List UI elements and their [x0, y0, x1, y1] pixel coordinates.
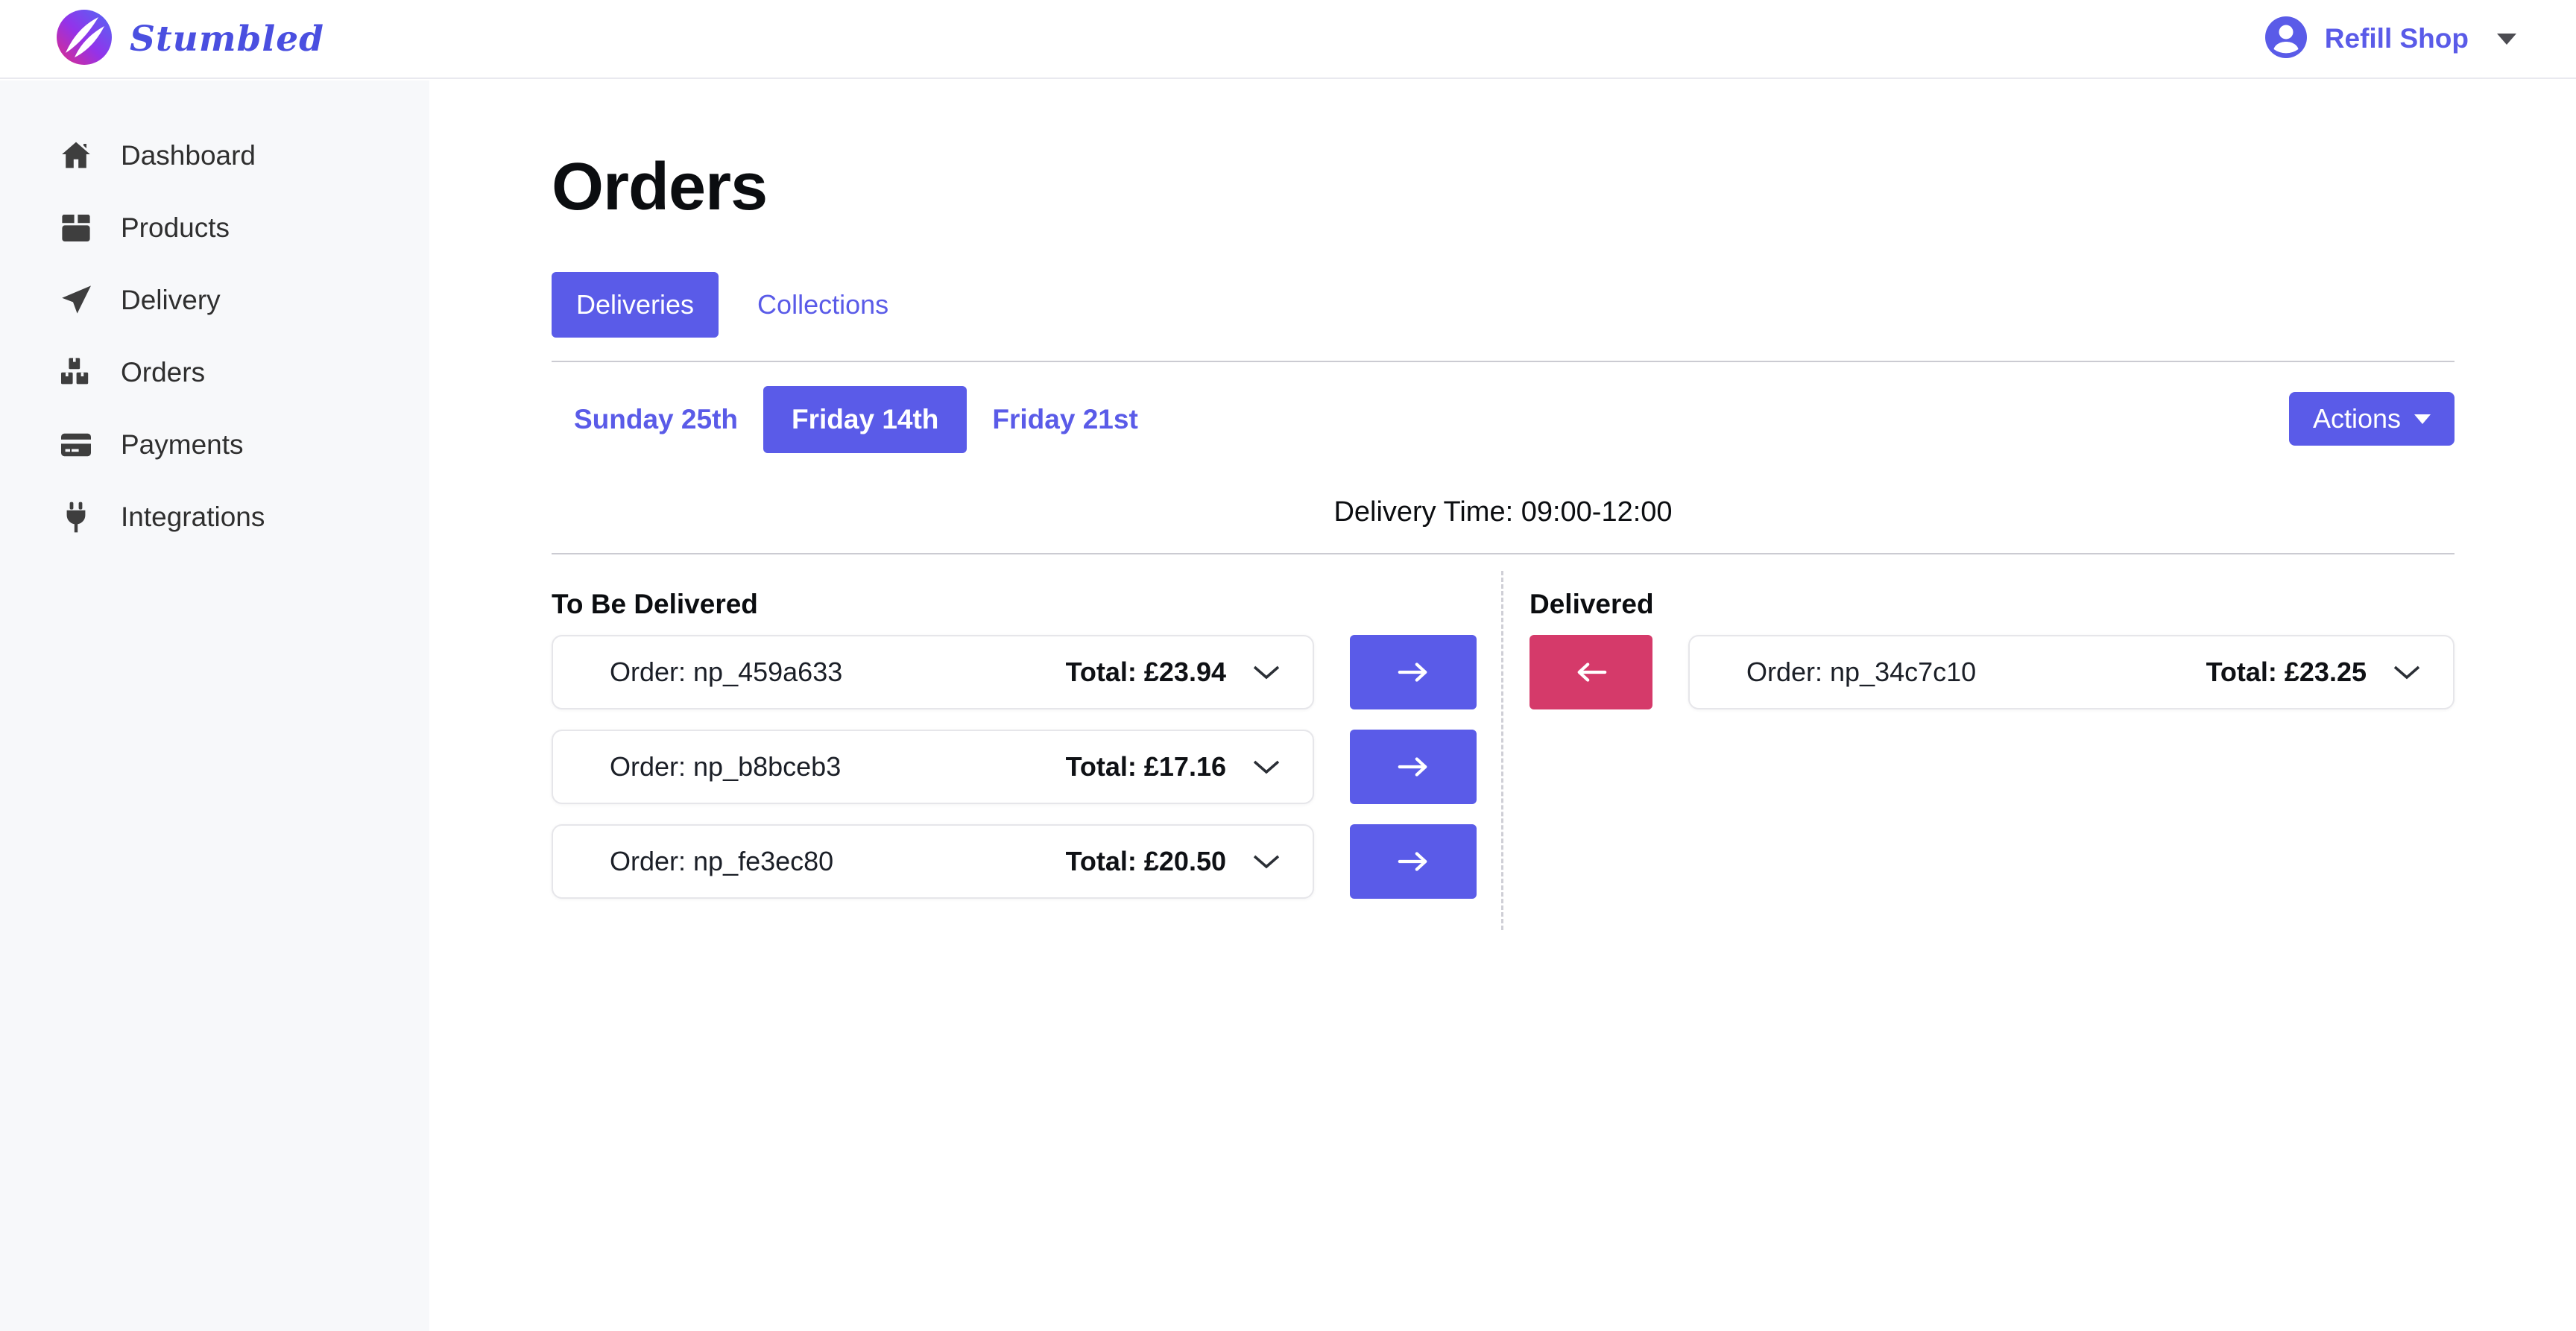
mark-delivered-button[interactable] [1350, 730, 1477, 804]
order-id-label: Order: np_b8bceb3 [610, 751, 842, 782]
order-id-label: Order: np_fe3ec80 [610, 846, 834, 876]
order-id-label: Order: np_459a633 [610, 657, 843, 687]
sidebar-item-delivery[interactable]: Delivery [0, 264, 429, 336]
order-total-group: Total: £23.25 [2206, 657, 2422, 688]
column-heading-delivered: Delivered [1530, 589, 1654, 619]
page-title: Orders [552, 150, 768, 224]
order-card[interactable]: Order: np_34c7c10 Total: £23.25 [1688, 635, 2455, 709]
order-columns: To Be Delivered Order: np_459a633 Total:… [552, 554, 2455, 930]
order-total-label: Total: £23.94 [1065, 657, 1226, 687]
order-expand-chevron-icon[interactable] [2392, 663, 2422, 681]
sidebar-item-payments[interactable]: Payments [0, 408, 429, 481]
order-total-label: Total: £20.50 [1065, 846, 1226, 876]
home-icon [57, 138, 95, 174]
order-card[interactable]: Order: np_fe3ec80 Total: £20.50 [552, 824, 1314, 899]
stumbled-logo-icon [55, 8, 113, 70]
box-icon [57, 210, 95, 246]
chevron-down-icon [2497, 33, 2516, 45]
order-total-group: Total: £17.16 [1066, 751, 1281, 783]
date-tabs: Sunday 25th Friday 14th Friday 21st Acti… [552, 386, 2455, 453]
order-total-label: Total: £23.25 [2206, 657, 2367, 687]
order-expand-chevron-icon[interactable] [1251, 663, 1281, 681]
mark-delivered-button[interactable] [1350, 635, 1477, 709]
mark-delivered-button[interactable] [1350, 824, 1477, 899]
sidebar-item-label: Products [121, 212, 230, 243]
column-divider [1501, 571, 1503, 930]
mark-undelivered-button[interactable] [1530, 635, 1652, 709]
main-content: Orders Deliveries Collections Sunday 25t… [429, 80, 2576, 1331]
sidebar-item-label: Dashboard [121, 139, 256, 171]
date-tab-friday-21st[interactable]: Friday 21st [970, 404, 1160, 435]
user-avatar-icon [2264, 16, 2307, 62]
sidebar-item-label: Integrations [121, 501, 265, 532]
order-row: Order: np_fe3ec80 Total: £20.50 [552, 824, 1502, 899]
sidebar: Dashboard Products Delivery [0, 80, 429, 1331]
sidebar-item-dashboard[interactable]: Dashboard [0, 119, 429, 192]
tab-collections[interactable]: Collections [742, 272, 903, 338]
arrow-right-icon [1398, 663, 1427, 682]
order-row: Order: np_459a633 Total: £23.94 [552, 635, 1502, 709]
account-menu[interactable]: Refill Shop [2264, 16, 2516, 62]
order-total-group: Total: £20.50 [1066, 846, 1281, 877]
sidebar-item-label: Delivery [121, 284, 221, 315]
plug-icon [57, 499, 95, 535]
order-card[interactable]: Order: np_b8bceb3 Total: £17.16 [552, 730, 1314, 804]
view-tabs: Deliveries Collections [552, 272, 2455, 338]
credit-card-icon [57, 427, 95, 463]
account-name: Refill Shop [2324, 23, 2469, 54]
order-expand-chevron-icon[interactable] [1251, 758, 1281, 776]
order-card[interactable]: Order: np_459a633 Total: £23.94 [552, 635, 1314, 709]
date-tab-sunday-25th[interactable]: Sunday 25th [552, 404, 760, 435]
brand-name: Stumbled [130, 18, 325, 60]
to-be-delivered-column: To Be Delivered Order: np_459a633 Total:… [552, 554, 1502, 919]
divider [552, 553, 2455, 554]
tab-deliveries[interactable]: Deliveries [552, 272, 719, 338]
sidebar-item-products[interactable]: Products [0, 192, 429, 264]
order-row: Order: np_b8bceb3 Total: £17.16 [552, 730, 1502, 804]
arrow-right-icon [1398, 757, 1427, 777]
sidebar-item-label: Payments [121, 429, 244, 460]
order-total-group: Total: £23.94 [1066, 657, 1281, 688]
date-tab-friday-14th[interactable]: Friday 14th [763, 386, 967, 453]
sidebar-item-integrations[interactable]: Integrations [0, 481, 429, 553]
actions-dropdown-button[interactable]: Actions [2288, 392, 2455, 446]
brand[interactable]: Stumbled [55, 8, 324, 70]
order-total-label: Total: £17.16 [1065, 751, 1226, 782]
order-id-label: Order: np_34c7c10 [1746, 657, 1977, 687]
order-expand-chevron-icon[interactable] [1251, 853, 1281, 870]
actions-label: Actions [2312, 403, 2401, 434]
divider [552, 361, 2455, 362]
column-heading-to-be-delivered: To Be Delivered [552, 589, 758, 619]
sidebar-item-label: Orders [121, 356, 206, 388]
chevron-down-icon [2414, 414, 2431, 424]
delivery-time-label: Delivery Time: 09:00-12:00 [1333, 496, 1673, 528]
sidebar-item-orders[interactable]: Orders [0, 336, 429, 408]
delivered-column: Delivered Order: np_34c7c10 Total: £23.2… [1502, 554, 2455, 730]
arrow-right-icon [1398, 852, 1427, 871]
top-bar: Stumbled Refill Shop [0, 0, 2576, 79]
packages-icon [57, 355, 95, 391]
navigation-icon [57, 282, 95, 318]
arrow-left-icon [1577, 663, 1606, 682]
order-row: Order: np_34c7c10 Total: £23.25 [1530, 635, 2455, 709]
